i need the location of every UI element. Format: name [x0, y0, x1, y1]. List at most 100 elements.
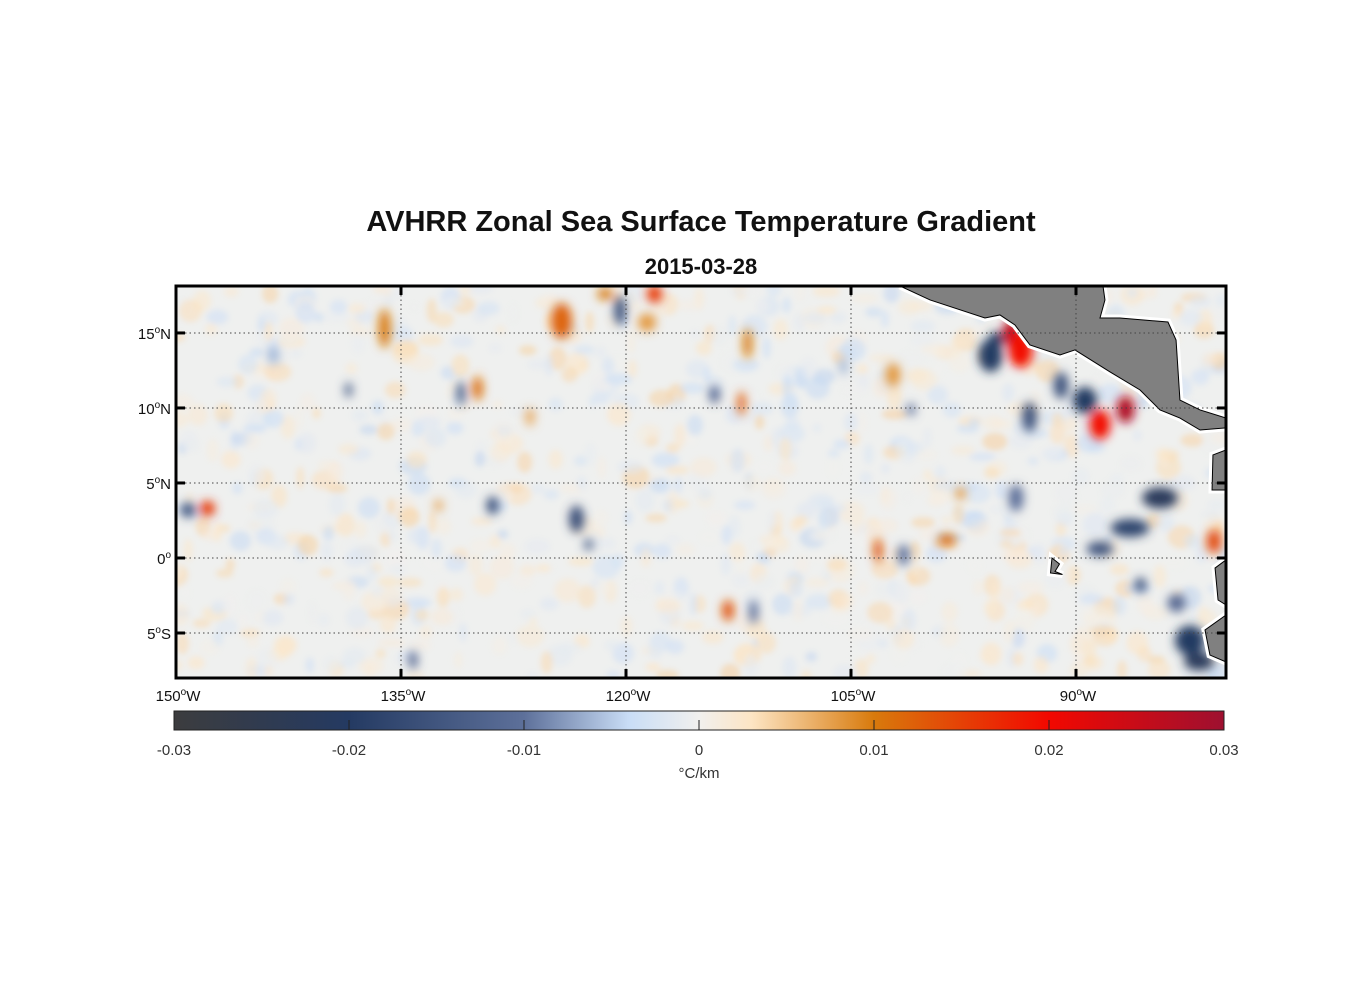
texture-cell [805, 577, 830, 587]
lat-tick-label: 10oN [138, 400, 171, 418]
texture-cell [221, 450, 241, 469]
texture-cell [592, 509, 609, 527]
gradient-anomaly [472, 376, 483, 401]
texture-cell [822, 611, 850, 627]
texture-cell [346, 606, 369, 630]
texture-cell [489, 534, 502, 549]
texture-cell [458, 623, 467, 642]
texture-cell [866, 653, 875, 665]
texture-cell [349, 327, 371, 336]
gradient-anomaly [638, 313, 656, 332]
texture-cell [544, 354, 554, 376]
gradient-anomaly [1073, 386, 1097, 414]
texture-cell [377, 422, 395, 441]
texture-cell [213, 521, 222, 543]
gradient-anomaly [1142, 487, 1178, 509]
gradient-anomaly [267, 346, 280, 365]
texture-cell [471, 517, 493, 526]
texture-cell [249, 347, 264, 357]
texture-cell [294, 405, 304, 430]
texture-cell [176, 632, 189, 655]
texture-cell [1110, 472, 1124, 484]
texture-cell [371, 584, 384, 599]
texture-cell [640, 548, 651, 568]
texture-cell [454, 480, 477, 499]
texture-cell [655, 599, 681, 614]
texture-cell [885, 617, 897, 631]
texture-cell [1115, 580, 1134, 598]
texture-cell [524, 538, 551, 555]
texture-cell [620, 616, 633, 637]
texture-cell [223, 286, 239, 298]
texture-cell [721, 525, 732, 545]
texture-cell [1061, 417, 1078, 433]
colorbar-tick-label: 0.02 [1034, 742, 1063, 759]
texture-cell [627, 359, 638, 378]
texture-cell [881, 463, 890, 474]
texture-cell [508, 302, 519, 324]
texture-cell [458, 286, 472, 295]
texture-cell [682, 620, 704, 631]
texture-cell [788, 581, 803, 598]
texture-cell [647, 640, 664, 659]
texture-cell [772, 535, 790, 554]
texture-cell [577, 585, 596, 609]
texture-cell [252, 499, 279, 519]
texture-cell [449, 588, 463, 602]
texture-cell [792, 599, 804, 622]
lon-tick-label: 150oW [156, 687, 202, 705]
texture-cell [531, 484, 545, 494]
texture-cell [561, 366, 578, 383]
texture-cell [257, 310, 278, 328]
texture-cell [898, 350, 927, 366]
texture-cell [1195, 545, 1209, 563]
texture-cell [664, 535, 680, 545]
texture-cell [377, 638, 406, 647]
texture-cell [477, 301, 500, 316]
texture-cell [178, 299, 202, 323]
gradient-anomaly [709, 385, 720, 404]
texture-cell [406, 451, 427, 469]
texture-cell [805, 376, 830, 399]
texture-cell [584, 311, 595, 333]
texture-cell [730, 448, 746, 473]
texture-cell [763, 434, 774, 452]
texture-cell [597, 456, 606, 479]
colombia-land [1211, 449, 1226, 491]
texture-cell [883, 286, 900, 303]
texture-cell [444, 553, 467, 572]
texture-cell [1003, 619, 1016, 643]
texture-cell [540, 597, 559, 611]
texture-cell [225, 558, 235, 571]
texture-cell [989, 504, 1017, 514]
texture-cell [923, 427, 932, 449]
texture-cell [1133, 429, 1142, 441]
texture-cell [910, 320, 935, 333]
texture-cell [262, 409, 284, 428]
texture-cell [983, 415, 1004, 431]
texture-cell [1102, 534, 1112, 544]
texture-cell [1015, 608, 1036, 617]
texture-cell [548, 346, 567, 371]
texture-cell [215, 568, 234, 578]
texture-cell [810, 552, 832, 562]
texture-cell [969, 452, 996, 461]
texture-cell [180, 585, 191, 600]
texture-cell [199, 638, 220, 656]
texture-cell [960, 482, 979, 492]
texture-cell [1156, 515, 1175, 532]
gradient-anomaly [1008, 484, 1024, 512]
texture-cell [489, 555, 515, 580]
texture-cell [909, 589, 928, 604]
texture-cell [243, 423, 267, 434]
texture-cell [649, 478, 669, 493]
texture-cell [1011, 652, 1024, 666]
texture-cell [912, 476, 926, 496]
texture-cell [773, 319, 788, 341]
texture-cell [1168, 475, 1196, 492]
colorbar: -0.03 -0.02 -0.01 0 0.01 0.02 0.03 °C/km [157, 710, 1239, 782]
texture-cell [804, 311, 828, 325]
texture-cell [398, 507, 420, 528]
texture-cell [338, 443, 359, 455]
texture-cell [1001, 547, 1029, 563]
